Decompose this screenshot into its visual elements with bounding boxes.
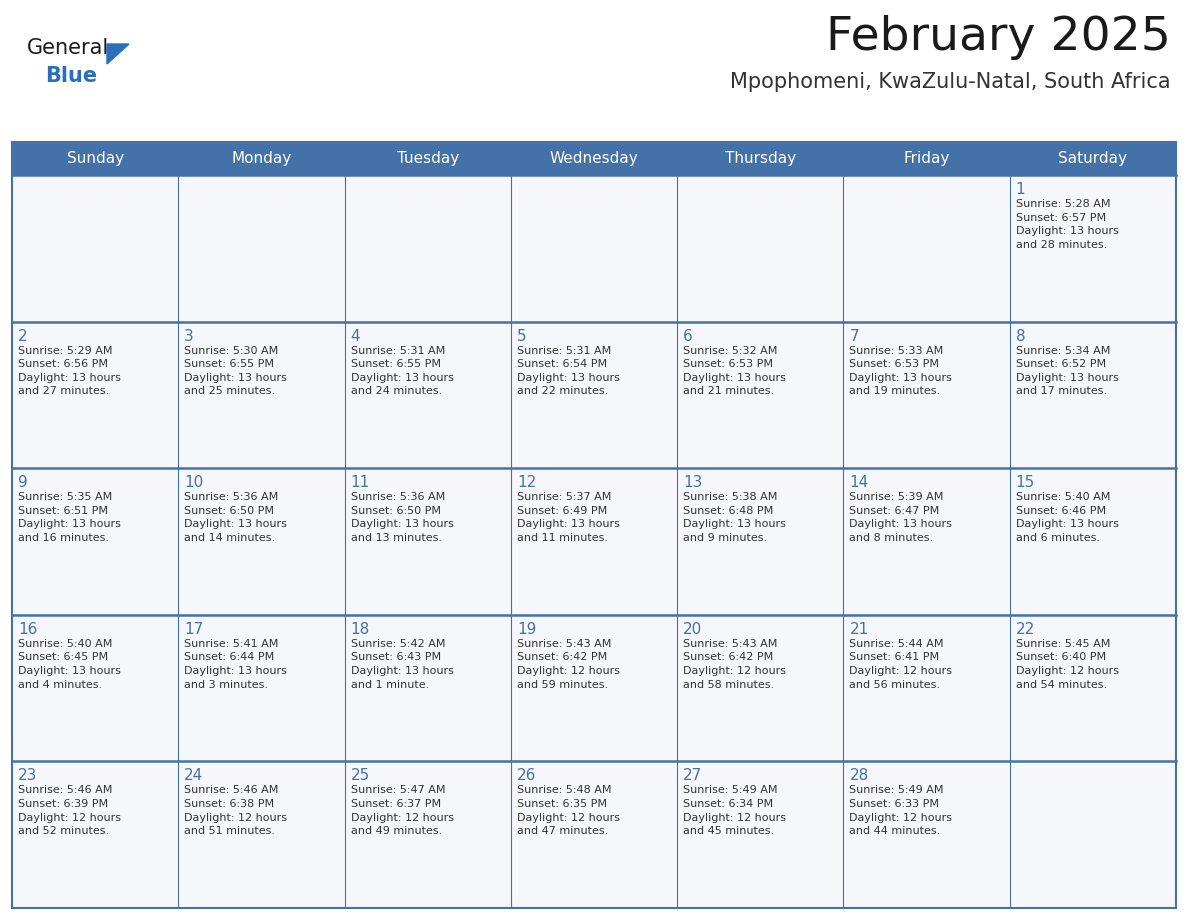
Text: 12: 12 [517, 476, 536, 490]
Text: 19: 19 [517, 621, 536, 637]
Text: 3: 3 [184, 329, 194, 343]
Bar [12, 143, 1176, 175]
Text: 7: 7 [849, 329, 859, 343]
Text: 13: 13 [683, 476, 702, 490]
Text: Blue: Blue [45, 66, 97, 86]
Text: 4: 4 [350, 329, 360, 343]
Text: 2: 2 [18, 329, 27, 343]
Text: 16: 16 [18, 621, 37, 637]
Text: 23: 23 [18, 768, 37, 783]
Text: Sunrise: 5:31 AM
Sunset: 6:55 PM
Daylight: 13 hours
and 24 minutes.: Sunrise: 5:31 AM Sunset: 6:55 PM Dayligh… [350, 345, 454, 397]
Text: Sunrise: 5:39 AM
Sunset: 6:47 PM
Daylight: 13 hours
and 8 minutes.: Sunrise: 5:39 AM Sunset: 6:47 PM Dayligh… [849, 492, 953, 543]
Text: Sunrise: 5:29 AM
Sunset: 6:56 PM
Daylight: 13 hours
and 27 minutes.: Sunrise: 5:29 AM Sunset: 6:56 PM Dayligh… [18, 345, 121, 397]
Text: Wednesday: Wednesday [550, 151, 638, 166]
Text: Sunrise: 5:40 AM
Sunset: 6:45 PM
Daylight: 13 hours
and 4 minutes.: Sunrise: 5:40 AM Sunset: 6:45 PM Dayligh… [18, 639, 121, 689]
Text: Sunrise: 5:33 AM
Sunset: 6:53 PM
Daylight: 13 hours
and 19 minutes.: Sunrise: 5:33 AM Sunset: 6:53 PM Dayligh… [849, 345, 953, 397]
Text: Thursday: Thursday [725, 151, 796, 166]
Text: Sunrise: 5:30 AM
Sunset: 6:55 PM
Daylight: 13 hours
and 25 minutes.: Sunrise: 5:30 AM Sunset: 6:55 PM Dayligh… [184, 345, 287, 397]
Text: Sunrise: 5:43 AM
Sunset: 6:42 PM
Daylight: 12 hours
and 58 minutes.: Sunrise: 5:43 AM Sunset: 6:42 PM Dayligh… [683, 639, 786, 689]
Text: Sunrise: 5:45 AM
Sunset: 6:40 PM
Daylight: 12 hours
and 54 minutes.: Sunrise: 5:45 AM Sunset: 6:40 PM Dayligh… [1016, 639, 1119, 689]
Text: 5: 5 [517, 329, 526, 343]
Text: Sunday: Sunday [67, 151, 124, 166]
Text: Sunrise: 5:42 AM
Sunset: 6:43 PM
Daylight: 13 hours
and 1 minute.: Sunrise: 5:42 AM Sunset: 6:43 PM Dayligh… [350, 639, 454, 689]
Text: Sunrise: 5:35 AM
Sunset: 6:51 PM
Daylight: 13 hours
and 16 minutes.: Sunrise: 5:35 AM Sunset: 6:51 PM Dayligh… [18, 492, 121, 543]
Text: 14: 14 [849, 476, 868, 490]
Text: General: General [27, 38, 109, 58]
Text: 11: 11 [350, 476, 369, 490]
Text: Sunrise: 5:32 AM
Sunset: 6:53 PM
Daylight: 13 hours
and 21 minutes.: Sunrise: 5:32 AM Sunset: 6:53 PM Dayligh… [683, 345, 786, 397]
Text: 25: 25 [350, 768, 369, 783]
Text: 10: 10 [184, 476, 203, 490]
Text: Sunrise: 5:46 AM
Sunset: 6:38 PM
Daylight: 12 hours
and 51 minutes.: Sunrise: 5:46 AM Sunset: 6:38 PM Dayligh… [184, 786, 287, 836]
Text: 15: 15 [1016, 476, 1035, 490]
Text: 22: 22 [1016, 621, 1035, 637]
Text: 18: 18 [350, 621, 369, 637]
Text: Sunrise: 5:34 AM
Sunset: 6:52 PM
Daylight: 13 hours
and 17 minutes.: Sunrise: 5:34 AM Sunset: 6:52 PM Dayligh… [1016, 345, 1119, 397]
Text: Sunrise: 5:49 AM
Sunset: 6:33 PM
Daylight: 12 hours
and 44 minutes.: Sunrise: 5:49 AM Sunset: 6:33 PM Dayligh… [849, 786, 953, 836]
Text: Sunrise: 5:31 AM
Sunset: 6:54 PM
Daylight: 13 hours
and 22 minutes.: Sunrise: 5:31 AM Sunset: 6:54 PM Dayligh… [517, 345, 620, 397]
Text: Sunrise: 5:40 AM
Sunset: 6:46 PM
Daylight: 13 hours
and 6 minutes.: Sunrise: 5:40 AM Sunset: 6:46 PM Dayligh… [1016, 492, 1119, 543]
Text: Sunrise: 5:36 AM
Sunset: 6:50 PM
Daylight: 13 hours
and 14 minutes.: Sunrise: 5:36 AM Sunset: 6:50 PM Dayligh… [184, 492, 287, 543]
Text: Sunrise: 5:36 AM
Sunset: 6:50 PM
Daylight: 13 hours
and 13 minutes.: Sunrise: 5:36 AM Sunset: 6:50 PM Dayligh… [350, 492, 454, 543]
Text: Sunrise: 5:38 AM
Sunset: 6:48 PM
Daylight: 13 hours
and 9 minutes.: Sunrise: 5:38 AM Sunset: 6:48 PM Dayligh… [683, 492, 786, 543]
Text: 6: 6 [683, 329, 693, 343]
Text: Sunrise: 5:44 AM
Sunset: 6:41 PM
Daylight: 12 hours
and 56 minutes.: Sunrise: 5:44 AM Sunset: 6:41 PM Dayligh… [849, 639, 953, 689]
Text: Sunrise: 5:47 AM
Sunset: 6:37 PM
Daylight: 12 hours
and 49 minutes.: Sunrise: 5:47 AM Sunset: 6:37 PM Dayligh… [350, 786, 454, 836]
Text: Saturday: Saturday [1059, 151, 1127, 166]
Text: Sunrise: 5:48 AM
Sunset: 6:35 PM
Daylight: 12 hours
and 47 minutes.: Sunrise: 5:48 AM Sunset: 6:35 PM Dayligh… [517, 786, 620, 836]
Text: 20: 20 [683, 621, 702, 637]
Text: 9: 9 [18, 476, 27, 490]
Text: Friday: Friday [903, 151, 949, 166]
Text: 17: 17 [184, 621, 203, 637]
Text: 21: 21 [849, 621, 868, 637]
Text: Monday: Monday [232, 151, 291, 166]
Text: Sunrise: 5:41 AM
Sunset: 6:44 PM
Daylight: 13 hours
and 3 minutes.: Sunrise: 5:41 AM Sunset: 6:44 PM Dayligh… [184, 639, 287, 689]
Text: Mpophomeni, KwaZulu-Natal, South Africa: Mpophomeni, KwaZulu-Natal, South Africa [731, 72, 1171, 92]
Text: 27: 27 [683, 768, 702, 783]
Text: Sunrise: 5:46 AM
Sunset: 6:39 PM
Daylight: 12 hours
and 52 minutes.: Sunrise: 5:46 AM Sunset: 6:39 PM Dayligh… [18, 786, 121, 836]
Text: 24: 24 [184, 768, 203, 783]
Text: 1: 1 [1016, 182, 1025, 197]
Bar [12, 175, 1176, 908]
Text: February 2025: February 2025 [826, 15, 1171, 60]
Text: 26: 26 [517, 768, 536, 783]
Polygon shape [107, 44, 129, 64]
Text: 8: 8 [1016, 329, 1025, 343]
Text: Sunrise: 5:37 AM
Sunset: 6:49 PM
Daylight: 13 hours
and 11 minutes.: Sunrise: 5:37 AM Sunset: 6:49 PM Dayligh… [517, 492, 620, 543]
Text: Tuesday: Tuesday [397, 151, 459, 166]
Text: Sunrise: 5:28 AM
Sunset: 6:57 PM
Daylight: 13 hours
and 28 minutes.: Sunrise: 5:28 AM Sunset: 6:57 PM Dayligh… [1016, 199, 1119, 250]
Text: Sunrise: 5:43 AM
Sunset: 6:42 PM
Daylight: 12 hours
and 59 minutes.: Sunrise: 5:43 AM Sunset: 6:42 PM Dayligh… [517, 639, 620, 689]
Text: 28: 28 [849, 768, 868, 783]
Text: Sunrise: 5:49 AM
Sunset: 6:34 PM
Daylight: 12 hours
and 45 minutes.: Sunrise: 5:49 AM Sunset: 6:34 PM Dayligh… [683, 786, 786, 836]
